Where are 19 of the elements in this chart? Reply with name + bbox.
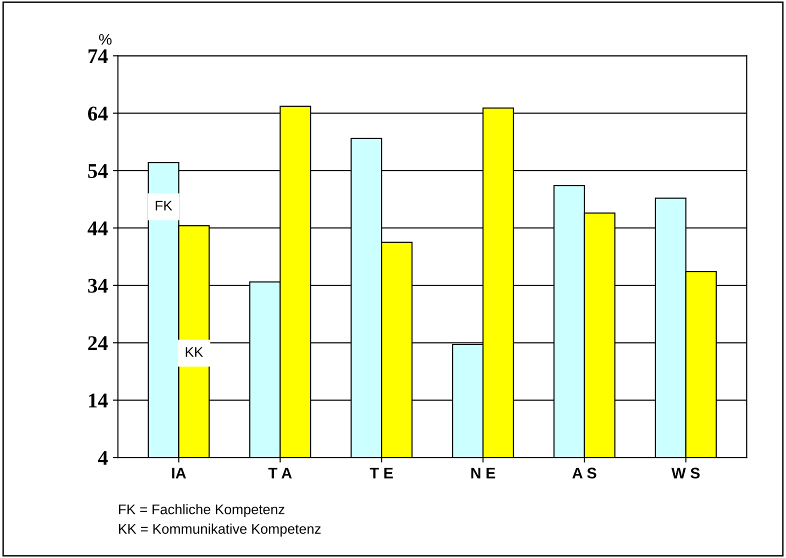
y-tick-label: 24 xyxy=(88,336,108,350)
x-tick-label: IA xyxy=(172,468,186,478)
y-tick-label: 14 xyxy=(89,394,108,408)
series-label: KK xyxy=(186,347,204,357)
y-tick-label: 4 xyxy=(98,451,108,465)
x-tick-label: N E xyxy=(471,468,496,478)
y-tick-label: 64 xyxy=(88,106,108,121)
y-tick-label: 34 xyxy=(88,278,108,293)
y-tick-label: 74 xyxy=(88,49,108,64)
y-axis-title: % xyxy=(99,34,112,45)
text: KK = Kommunikative Kompetenz xyxy=(119,524,321,537)
x-tick-label: T E xyxy=(370,468,393,478)
x-tick-label: A S xyxy=(572,468,596,479)
y-tick-label: 44 xyxy=(88,221,108,236)
text: FK = Fachliche Kompetenz xyxy=(119,504,284,518)
x-tick-label: W S xyxy=(671,468,700,479)
y-tick-label: 54 xyxy=(88,164,108,178)
x-tick-label: T A xyxy=(268,468,292,478)
series-label: FK xyxy=(156,200,172,210)
